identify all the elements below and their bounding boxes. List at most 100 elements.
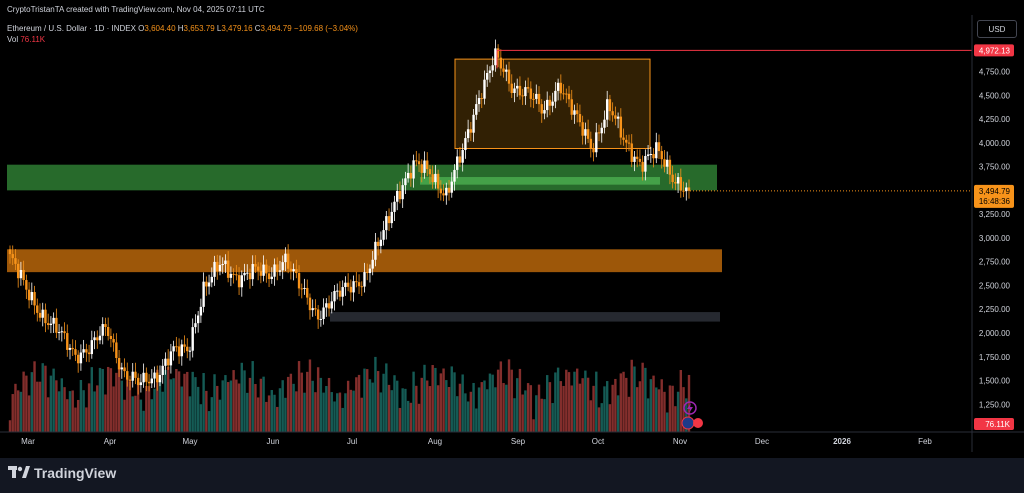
candle-body [158,375,162,383]
volume-bar [194,377,197,432]
volume-bar [177,371,181,432]
candle-body [581,122,584,136]
candle-body [663,159,666,167]
volume-bar [573,371,576,432]
high-price-tag-bg [974,44,1014,57]
candle-body [655,142,658,159]
us-flag-icon [681,416,695,430]
candle-body [218,264,222,272]
zone-orange-support [7,249,722,273]
volume-bar [292,383,295,432]
volume-bar [325,386,328,432]
volume-bar [633,366,636,432]
volume-bar [246,392,249,432]
volume-bar [117,363,121,432]
candle-body [366,272,369,274]
y-axis: 4,750.00 4,500.00 4,250.00 4,000.00 3,750.00… [979,67,1011,409]
candle-body [665,159,669,167]
candle-body [14,258,17,264]
candle-body [644,156,647,172]
candle-body [46,323,50,326]
candle-body [276,264,279,272]
candle-body [387,216,391,224]
volume-bar [276,406,279,432]
volume-bar [627,396,631,432]
volume-bar [635,387,639,432]
candle-body [63,331,66,334]
tradingview-logo[interactable]: TradingView [8,465,116,481]
volume-bar [660,379,663,432]
volume-bar [14,383,17,432]
volume-bar [63,387,66,432]
candle-body [136,377,140,386]
volume-bar [248,377,252,432]
volume-bar [592,385,595,432]
candle-body [164,358,167,366]
volume-bar [126,376,129,432]
volume-bar [687,374,691,432]
volume-bar [371,382,374,432]
candle-body [409,172,413,179]
volume-bar [150,399,153,432]
candle-body [507,69,511,84]
price-chart[interactable]: 4,750.00 4,500.00 4,250.00 4,000.00 3,750.00… [0,0,1024,458]
candle-body [368,268,372,274]
volume-bar [475,408,478,432]
y-tick-label: 2,500.00 [979,281,1011,290]
volume-bar [205,390,208,432]
candle-body [428,169,432,175]
volume-bar [202,373,205,432]
volume-bar [614,378,617,432]
volume-bar [638,381,642,432]
candle-body [33,292,36,306]
candle-body [229,273,233,278]
candle-body [161,365,164,376]
currency-button[interactable]: USD [977,20,1017,38]
volume-bar [685,398,688,432]
candle-body [464,138,467,151]
candle-body [93,337,96,341]
volume-bar [256,397,260,432]
candle-body [423,160,426,173]
high-value: 3,653.79 [183,24,215,33]
volume-bar [224,375,227,432]
event-icons[interactable] [681,401,703,430]
volume-bar [546,375,549,432]
volume-bar [499,361,503,432]
candle-body [336,290,339,292]
volume-bar [123,399,126,432]
volume-bar [417,403,421,432]
candle-body [562,93,565,95]
candle-body [668,159,672,175]
candle-body [469,129,473,133]
candle-body [199,306,203,316]
volume-bar [235,379,238,432]
candle-body [502,68,505,72]
candle-body [142,372,145,383]
candle-body [518,85,522,96]
volume-bar [393,375,396,432]
candle-body [131,371,134,381]
candle-body [36,305,39,313]
volume-bar [390,390,393,432]
candle-body [374,241,377,260]
volume-bar [344,393,347,432]
volume-bar [363,368,366,432]
candle-body [303,287,306,289]
volume-bar [469,391,473,432]
volume-bar [554,372,557,432]
volume-bar [357,374,361,432]
volume-bar [218,399,222,432]
volume-bar [616,395,620,432]
volume-bar [169,379,173,432]
candle-body [445,187,448,196]
last-price-tag: 3,494.79 [979,187,1011,196]
volume-bar [259,378,263,432]
candle-body [115,342,118,359]
volume-bar [668,385,672,432]
volume-bar [464,393,467,432]
volume-bar [374,356,377,432]
candle-body [638,158,642,162]
candle-body [254,264,257,267]
